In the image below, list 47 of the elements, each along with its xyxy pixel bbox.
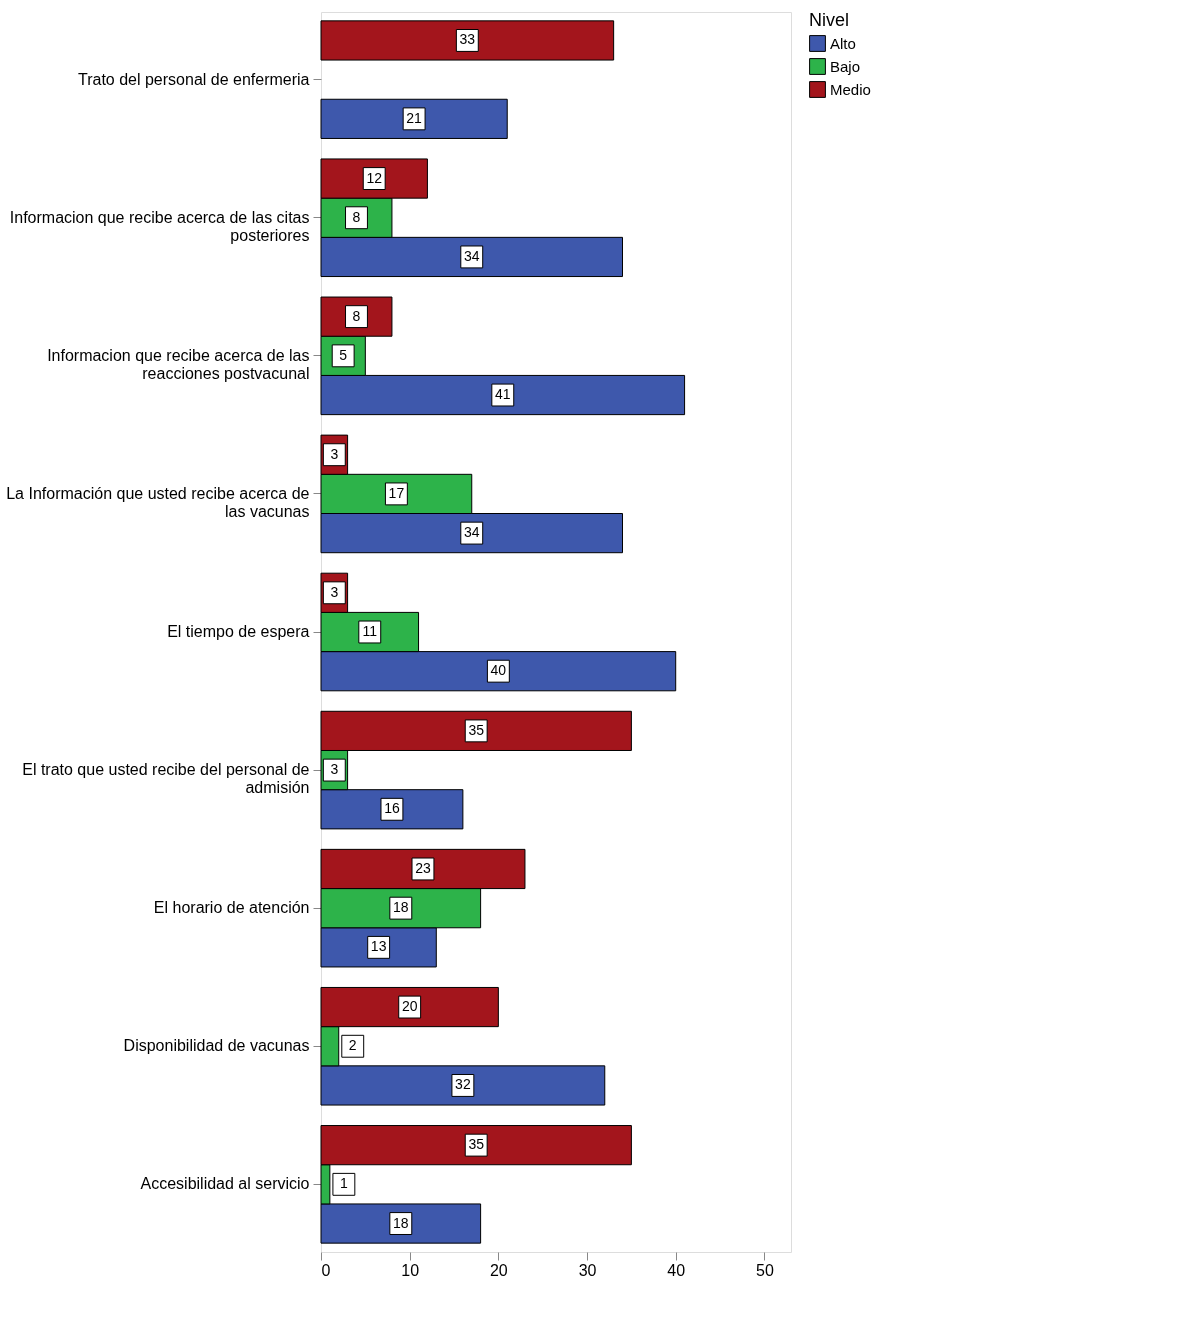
data-label: 12 <box>366 169 383 186</box>
x-tick-label: 10 <box>401 1261 420 1279</box>
data-label: 32 <box>455 1076 471 1093</box>
data-label: 8 <box>352 307 361 324</box>
data-label: 5 <box>339 346 348 363</box>
data-label: 3 <box>330 583 339 600</box>
x-tick-label: 40 <box>667 1261 686 1279</box>
data-label: 17 <box>388 484 405 501</box>
x-tick-label: 50 <box>756 1261 774 1279</box>
data-label: 13 <box>370 938 387 955</box>
data-label: 20 <box>401 998 418 1015</box>
x-tick-label: 0 <box>321 1261 331 1279</box>
bar <box>320 20 615 61</box>
data-label: 40 <box>490 662 507 679</box>
legend-title: Nivel <box>809 10 850 30</box>
data-label: 3 <box>330 445 339 462</box>
data-label: 2 <box>348 1037 357 1054</box>
data-label: 23 <box>415 859 431 876</box>
legend-label: Alto <box>830 34 856 52</box>
y-tick-label: Informacion que recibe acerca de las citas posteriores <box>9 208 310 244</box>
x-tick-label: 30 <box>578 1261 597 1279</box>
y-tick-label: El trato que usted recibe del personal de admisión <box>22 761 310 797</box>
data-label: 18 <box>393 1214 409 1231</box>
data-label: 35 <box>468 1136 485 1153</box>
y-tick-label: Accesibilidad al servicio <box>140 1175 310 1193</box>
legend-label: Medio <box>830 80 871 98</box>
legend-label: Bajo <box>830 57 861 75</box>
data-label: 35 <box>468 721 485 738</box>
data-label: 8 <box>352 208 361 225</box>
data-label: 16 <box>384 800 400 817</box>
data-label: 3 <box>330 761 339 778</box>
data-label: 1 <box>339 1175 348 1192</box>
y-tick-label: Informacion que recibe acerca de las reacciones postvacunal <box>47 346 310 382</box>
data-label: 34 <box>463 247 480 264</box>
x-tick-label: 20 <box>489 1261 508 1279</box>
data-label: 33 <box>459 31 476 48</box>
data-label: 34 <box>463 524 480 541</box>
data-label: 11 <box>362 623 378 639</box>
bar <box>320 98 508 139</box>
y-tick-label: La Información que usted recibe acerca de las vacunas <box>6 484 310 520</box>
data-label: 41 <box>495 386 511 403</box>
y-tick-label: Trato del personal de enfermeria <box>77 70 310 88</box>
data-label: 21 <box>406 109 423 126</box>
y-tick-label: El tiempo de espera <box>167 623 310 640</box>
y-tick-label: El horario de atención <box>153 899 310 917</box>
data-label: 18 <box>393 899 409 916</box>
y-tick-label: Disponibilidad de vacunas <box>123 1037 310 1055</box>
